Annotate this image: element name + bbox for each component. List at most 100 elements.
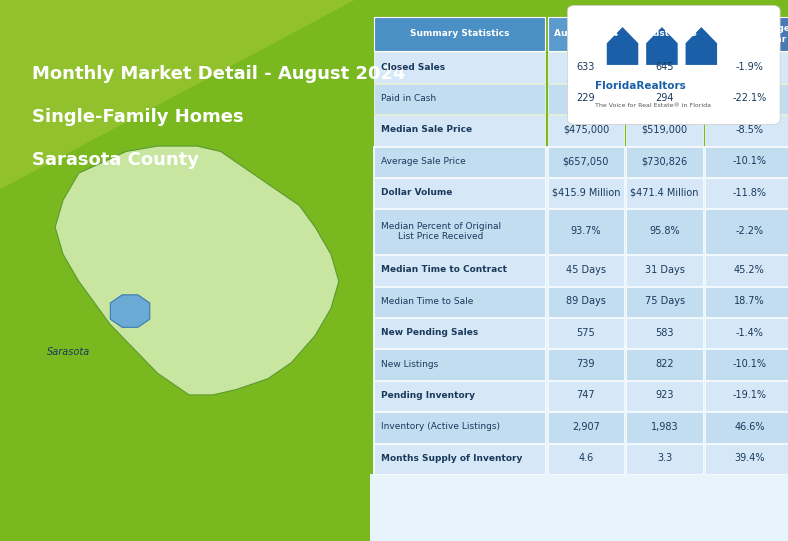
FancyBboxPatch shape	[626, 178, 703, 208]
FancyBboxPatch shape	[705, 147, 788, 177]
FancyBboxPatch shape	[548, 381, 624, 411]
Text: Inventory (Active Listings): Inventory (Active Listings)	[381, 423, 500, 431]
Text: -22.1%: -22.1%	[732, 94, 767, 103]
FancyBboxPatch shape	[374, 318, 545, 348]
Text: -11.8%: -11.8%	[732, 188, 767, 197]
FancyBboxPatch shape	[705, 17, 788, 51]
FancyBboxPatch shape	[626, 349, 703, 380]
FancyBboxPatch shape	[626, 255, 703, 286]
FancyBboxPatch shape	[548, 444, 624, 474]
Text: Average Sale Price: Average Sale Price	[381, 157, 466, 166]
FancyBboxPatch shape	[548, 209, 624, 254]
FancyBboxPatch shape	[705, 349, 788, 380]
FancyBboxPatch shape	[705, 209, 788, 254]
Text: Closed Sales: Closed Sales	[381, 63, 444, 71]
Text: Pending Inventory: Pending Inventory	[381, 391, 474, 400]
FancyBboxPatch shape	[374, 412, 545, 443]
Text: 3.3: 3.3	[657, 453, 672, 463]
FancyBboxPatch shape	[705, 412, 788, 443]
Text: 1,983: 1,983	[651, 422, 678, 432]
Text: 739: 739	[577, 359, 595, 369]
Text: 89 Days: 89 Days	[566, 296, 606, 306]
FancyBboxPatch shape	[626, 209, 703, 254]
FancyBboxPatch shape	[374, 52, 545, 83]
Text: New Listings: New Listings	[381, 360, 438, 368]
Text: 747: 747	[577, 391, 595, 400]
FancyBboxPatch shape	[548, 287, 624, 317]
Text: 95.8%: 95.8%	[649, 226, 680, 236]
Text: Summary Statistics: Summary Statistics	[410, 29, 510, 38]
FancyBboxPatch shape	[374, 287, 545, 317]
Polygon shape	[0, 0, 355, 189]
Text: 822: 822	[656, 359, 674, 369]
FancyBboxPatch shape	[567, 5, 780, 124]
Text: $475,000: $475,000	[563, 125, 609, 135]
Text: -10.1%: -10.1%	[732, 156, 767, 166]
Text: $657,050: $657,050	[563, 156, 609, 166]
Text: Monthly Market Detail - August 2024: Monthly Market Detail - August 2024	[32, 65, 405, 83]
Text: Sarasota: Sarasota	[47, 347, 91, 357]
Text: $519,000: $519,000	[641, 125, 688, 135]
FancyBboxPatch shape	[626, 52, 703, 83]
Text: $730,826: $730,826	[641, 156, 688, 166]
Text: $471.4 Million: $471.4 Million	[630, 188, 699, 197]
FancyBboxPatch shape	[374, 84, 545, 114]
FancyBboxPatch shape	[548, 412, 624, 443]
FancyBboxPatch shape	[626, 412, 703, 443]
Text: Percent Change
Year-over-Year: Percent Change Year-over-Year	[709, 24, 788, 43]
Polygon shape	[110, 295, 150, 327]
FancyBboxPatch shape	[0, 0, 457, 541]
Polygon shape	[646, 27, 678, 65]
FancyBboxPatch shape	[548, 255, 624, 286]
FancyBboxPatch shape	[705, 287, 788, 317]
Text: Dollar Volume: Dollar Volume	[381, 188, 452, 197]
Text: -1.9%: -1.9%	[735, 62, 764, 72]
Text: -8.5%: -8.5%	[735, 125, 764, 135]
Text: FloridaRealtors: FloridaRealtors	[595, 81, 686, 91]
FancyBboxPatch shape	[626, 147, 703, 177]
FancyBboxPatch shape	[548, 17, 624, 51]
FancyBboxPatch shape	[374, 147, 545, 177]
Text: August 2024: August 2024	[554, 29, 618, 38]
Polygon shape	[607, 27, 638, 65]
Text: Months Supply of Inventory: Months Supply of Inventory	[381, 454, 522, 463]
FancyBboxPatch shape	[548, 115, 624, 146]
FancyBboxPatch shape	[705, 115, 788, 146]
FancyBboxPatch shape	[374, 209, 545, 254]
Text: 4.6: 4.6	[578, 453, 593, 463]
Text: 645: 645	[656, 62, 674, 72]
Text: 39.4%: 39.4%	[734, 453, 764, 463]
FancyBboxPatch shape	[705, 444, 788, 474]
Polygon shape	[55, 146, 339, 395]
Text: Median Time to Sale: Median Time to Sale	[381, 297, 473, 306]
Text: New Pending Sales: New Pending Sales	[381, 328, 478, 337]
Text: Median Sale Price: Median Sale Price	[381, 126, 472, 134]
FancyBboxPatch shape	[705, 381, 788, 411]
FancyBboxPatch shape	[626, 287, 703, 317]
Text: 45 Days: 45 Days	[566, 265, 606, 275]
FancyBboxPatch shape	[374, 115, 545, 146]
Text: 633: 633	[577, 62, 595, 72]
Text: 45.2%: 45.2%	[734, 265, 765, 275]
Text: Single-Family Homes: Single-Family Homes	[32, 108, 243, 126]
Text: 583: 583	[656, 328, 674, 338]
Text: -19.1%: -19.1%	[732, 391, 767, 400]
FancyBboxPatch shape	[626, 84, 703, 114]
Bar	[370, 146, 788, 541]
FancyBboxPatch shape	[374, 178, 545, 208]
FancyBboxPatch shape	[705, 318, 788, 348]
FancyBboxPatch shape	[374, 444, 545, 474]
Bar	[368, 16, 373, 474]
Text: -1.4%: -1.4%	[735, 328, 764, 338]
Text: 575: 575	[577, 328, 595, 338]
FancyBboxPatch shape	[626, 17, 703, 51]
Text: $415.9 Million: $415.9 Million	[552, 188, 620, 197]
Text: 31 Days: 31 Days	[645, 265, 685, 275]
FancyBboxPatch shape	[705, 255, 788, 286]
FancyBboxPatch shape	[626, 318, 703, 348]
Text: -10.1%: -10.1%	[732, 359, 767, 369]
Text: Sarasota County: Sarasota County	[32, 151, 199, 169]
Text: -2.2%: -2.2%	[735, 226, 764, 236]
FancyBboxPatch shape	[548, 147, 624, 177]
Text: 18.7%: 18.7%	[734, 296, 764, 306]
